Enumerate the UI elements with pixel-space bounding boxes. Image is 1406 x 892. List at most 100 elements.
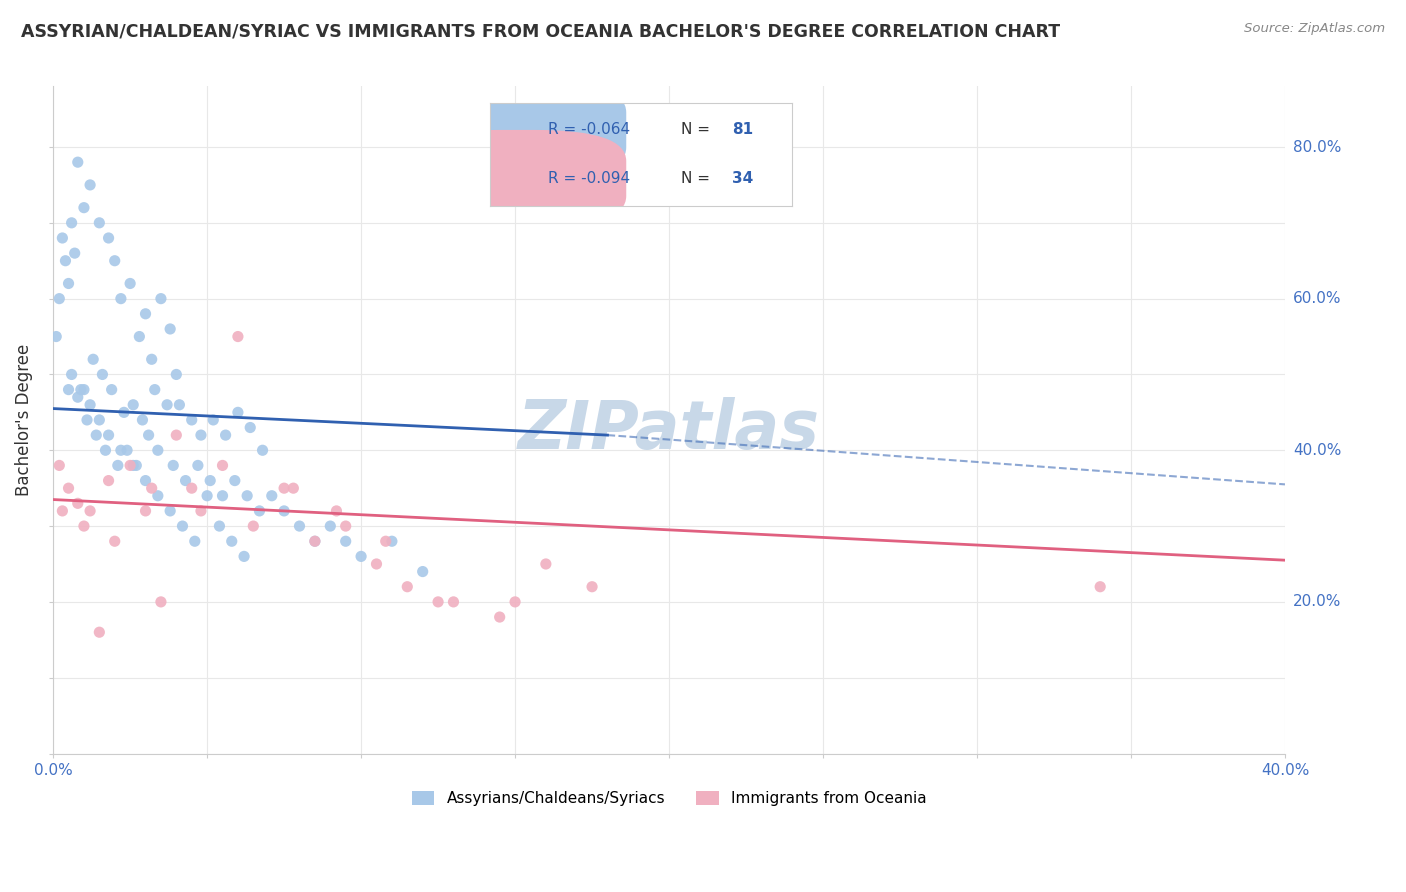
Point: [236, 489, 259, 503]
Point: [184, 534, 207, 549]
Point: [162, 458, 184, 473]
Legend: Assyrians/Chaldeans/Syriacs, Immigrants from Oceania: Assyrians/Chaldeans/Syriacs, Immigrants …: [405, 785, 932, 813]
Point: [97, 474, 120, 488]
Point: [381, 534, 404, 549]
Point: [125, 458, 148, 473]
Point: [252, 443, 274, 458]
Point: [45, 329, 67, 343]
Point: [82, 352, 104, 367]
Point: [443, 595, 465, 609]
Point: [159, 504, 181, 518]
Point: [79, 398, 101, 412]
Point: [100, 383, 122, 397]
Point: [242, 519, 264, 533]
Point: [58, 277, 80, 291]
Point: [198, 474, 221, 488]
Point: [202, 413, 225, 427]
Point: [239, 420, 262, 434]
Point: [581, 580, 603, 594]
Point: [70, 383, 93, 397]
Point: [48, 458, 70, 473]
Point: [165, 428, 187, 442]
Point: [138, 428, 160, 442]
Point: [534, 557, 557, 571]
Point: [141, 481, 163, 495]
Y-axis label: Bachelor's Degree: Bachelor's Degree: [15, 343, 32, 496]
Point: [174, 474, 197, 488]
Point: [350, 549, 373, 564]
Point: [288, 519, 311, 533]
Point: [97, 231, 120, 245]
Point: [374, 534, 396, 549]
Point: [63, 246, 86, 260]
Point: [283, 481, 305, 495]
Point: [66, 496, 89, 510]
Point: [48, 292, 70, 306]
Point: [149, 292, 172, 306]
Point: [180, 413, 202, 427]
Point: [97, 428, 120, 442]
Point: [76, 413, 98, 427]
Point: [135, 504, 157, 518]
Point: [135, 307, 157, 321]
Point: [51, 231, 73, 245]
Point: [335, 534, 357, 549]
Point: [122, 398, 145, 412]
Text: 20.0%: 20.0%: [1294, 594, 1341, 609]
Point: [122, 458, 145, 473]
Point: [211, 458, 233, 473]
Point: [226, 405, 249, 419]
Point: [260, 489, 283, 503]
Point: [84, 428, 107, 442]
Point: [115, 443, 138, 458]
Point: [104, 253, 127, 268]
Point: [120, 277, 142, 291]
Text: ASSYRIAN/CHALDEAN/SYRIAC VS IMMIGRANTS FROM OCEANIA BACHELOR'S DEGREE CORRELATIO: ASSYRIAN/CHALDEAN/SYRIAC VS IMMIGRANTS F…: [21, 22, 1060, 40]
Point: [58, 383, 80, 397]
Point: [146, 443, 169, 458]
Point: [273, 481, 295, 495]
Point: [51, 504, 73, 518]
Point: [187, 458, 209, 473]
Text: Source: ZipAtlas.com: Source: ZipAtlas.com: [1244, 22, 1385, 36]
Point: [55, 253, 77, 268]
Point: [159, 322, 181, 336]
Point: [412, 565, 434, 579]
Point: [319, 519, 342, 533]
Point: [165, 368, 187, 382]
Point: [221, 534, 243, 549]
Point: [110, 443, 132, 458]
Point: [60, 368, 83, 382]
Point: [120, 458, 142, 473]
Point: [325, 504, 347, 518]
Point: [224, 474, 246, 488]
Point: [141, 352, 163, 367]
Point: [1088, 580, 1111, 594]
Point: [172, 519, 194, 533]
Point: [131, 413, 153, 427]
Point: [66, 390, 89, 404]
Point: [89, 216, 111, 230]
Point: [304, 534, 326, 549]
Point: [60, 216, 83, 230]
Point: [143, 383, 166, 397]
Point: [190, 428, 212, 442]
Point: [396, 580, 419, 594]
Point: [149, 595, 172, 609]
Point: [73, 383, 96, 397]
Point: [58, 481, 80, 495]
Point: [73, 519, 96, 533]
Point: [89, 413, 111, 427]
Point: [110, 292, 132, 306]
Point: [94, 443, 117, 458]
Point: [366, 557, 388, 571]
Point: [503, 595, 526, 609]
Point: [79, 178, 101, 192]
Point: [73, 201, 96, 215]
Point: [180, 481, 202, 495]
Point: [211, 489, 233, 503]
Point: [427, 595, 450, 609]
Point: [89, 625, 111, 640]
Point: [91, 368, 114, 382]
Point: [304, 534, 326, 549]
